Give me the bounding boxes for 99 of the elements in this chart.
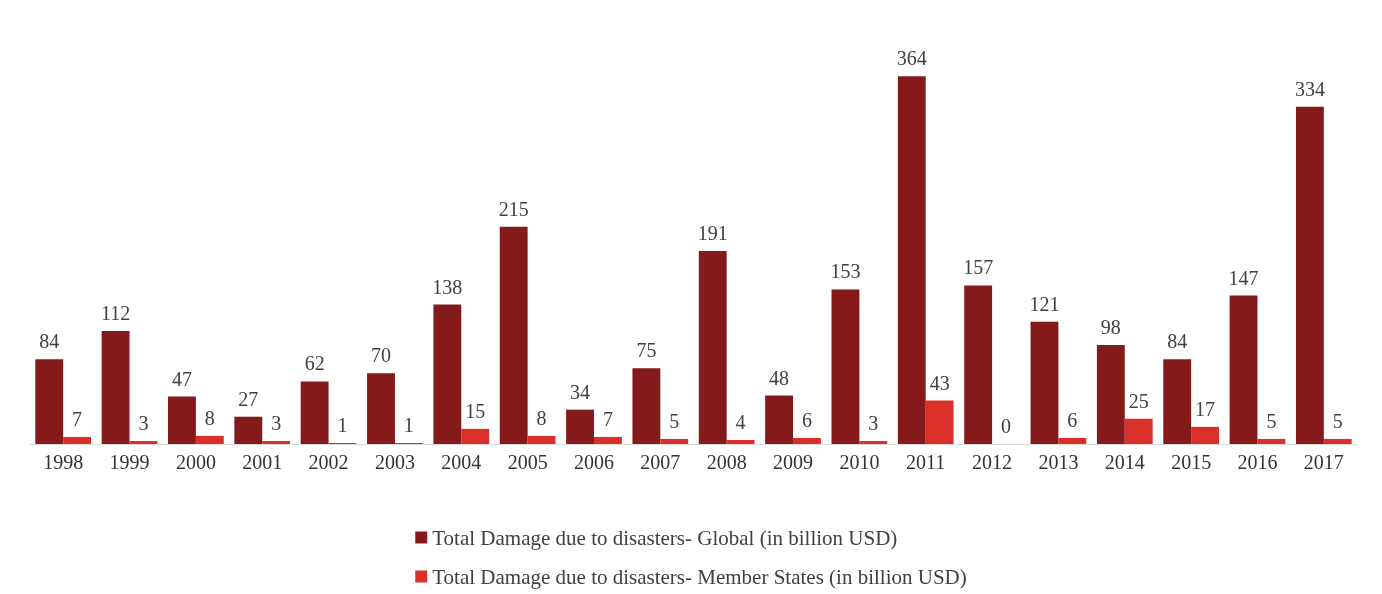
- x-tick-label: 2003: [374, 451, 415, 473]
- x-tick-label: 2014: [1104, 451, 1145, 473]
- x-tick-label: 1998: [43, 451, 84, 473]
- legend-label: Total Damage due to disasters- Member States (in billion USD): [432, 564, 967, 589]
- bar: [499, 226, 528, 444]
- bar: [765, 395, 794, 444]
- x-tick-label: 1999: [109, 451, 150, 473]
- bar: [1229, 295, 1258, 444]
- bar: [433, 304, 462, 444]
- bar: [1163, 359, 1192, 444]
- x-tick-label: 2009: [773, 451, 814, 473]
- data-label: 47: [171, 367, 192, 390]
- x-tick-label: 2010: [839, 451, 880, 473]
- x-tick-label: 2016: [1237, 451, 1278, 473]
- bar: [793, 437, 821, 444]
- bar: [1030, 321, 1059, 444]
- data-label: 48: [769, 366, 790, 389]
- data-label: 7: [602, 407, 613, 430]
- data-label: 34: [570, 380, 591, 403]
- bar: [234, 416, 263, 444]
- x-tick-label: 2008: [706, 451, 747, 473]
- x-tick-label: 2004: [441, 451, 482, 473]
- data-label: 75: [636, 339, 657, 362]
- data-label: 121: [1029, 292, 1060, 315]
- bar: [1096, 345, 1125, 444]
- x-tick-label: 2011: [906, 451, 946, 473]
- bar: [632, 368, 661, 444]
- bar: [1257, 438, 1286, 444]
- bar: [195, 435, 224, 444]
- data-label: 43: [929, 371, 950, 394]
- data-label: 8: [204, 406, 215, 429]
- bar: [964, 285, 993, 444]
- data-label: 191: [697, 222, 728, 245]
- data-label: 5: [1266, 409, 1277, 432]
- data-label: 0: [1001, 415, 1012, 437]
- bar: [35, 359, 64, 444]
- bar: [1191, 426, 1219, 444]
- x-tick-label: 2001: [242, 451, 283, 473]
- data-label: 1: [337, 413, 348, 436]
- data-label: 364: [896, 47, 927, 70]
- data-label: 215: [498, 197, 529, 220]
- bar: [129, 440, 158, 444]
- bar: [367, 373, 395, 444]
- bar: [527, 435, 556, 444]
- bar: [897, 76, 926, 444]
- data-label: 1: [403, 413, 414, 436]
- bar: [461, 428, 490, 444]
- data-label: 157: [963, 256, 994, 279]
- bar: [101, 330, 130, 444]
- data-label: 153: [830, 260, 861, 283]
- bar: [1058, 437, 1087, 444]
- bar: [593, 436, 622, 444]
- data-label: 5: [669, 409, 680, 432]
- data-label: 4: [735, 410, 746, 433]
- data-label: 5: [1332, 409, 1343, 432]
- bar: [925, 400, 954, 444]
- bar: [831, 289, 860, 444]
- data-label: 3: [138, 411, 149, 434]
- data-label: 6: [801, 408, 812, 431]
- data-label: 112: [100, 301, 131, 324]
- x-tick-label: 2002: [308, 451, 349, 473]
- data-label: 6: [1067, 408, 1078, 431]
- data-label: 334: [1294, 77, 1325, 100]
- data-label: 138: [432, 275, 463, 298]
- bar: [168, 396, 196, 444]
- x-tick-label: 2005: [507, 451, 548, 473]
- x-tick-label: 2007: [640, 451, 681, 473]
- data-label: 15: [465, 399, 486, 422]
- bar: [660, 438, 689, 444]
- bar: [300, 381, 329, 444]
- x-tick-label: 2015: [1171, 451, 1212, 473]
- data-label: 70: [370, 344, 391, 367]
- data-label: 25: [1128, 389, 1149, 412]
- data-label: 27: [238, 387, 259, 410]
- data-label: 3: [271, 411, 282, 434]
- x-tick-label: 2000: [175, 451, 216, 473]
- x-tick-label: 2012: [972, 451, 1013, 473]
- data-label: 147: [1228, 266, 1259, 289]
- bar: [566, 409, 594, 444]
- bar: [726, 439, 755, 444]
- legend-label: Total Damage due to disasters- Global (in billion USD): [432, 525, 898, 550]
- data-label: 7: [72, 407, 83, 430]
- data-label: 84: [39, 330, 60, 353]
- x-tick-label: 2006: [573, 451, 614, 473]
- x-tick-label: 2013: [1038, 451, 1079, 473]
- data-label: 84: [1167, 330, 1188, 353]
- bar: [698, 251, 727, 444]
- bar: [1323, 438, 1352, 444]
- bar: [1124, 418, 1153, 444]
- data-label: 8: [536, 406, 547, 429]
- bar: [1295, 106, 1324, 444]
- bar: [63, 436, 92, 444]
- data-label: 17: [1195, 397, 1216, 420]
- data-label: 62: [304, 352, 325, 375]
- bar: [859, 440, 888, 444]
- data-label: 98: [1100, 316, 1121, 339]
- x-tick-label: 2017: [1303, 451, 1344, 473]
- bar: [262, 440, 291, 444]
- data-label: 3: [868, 411, 879, 434]
